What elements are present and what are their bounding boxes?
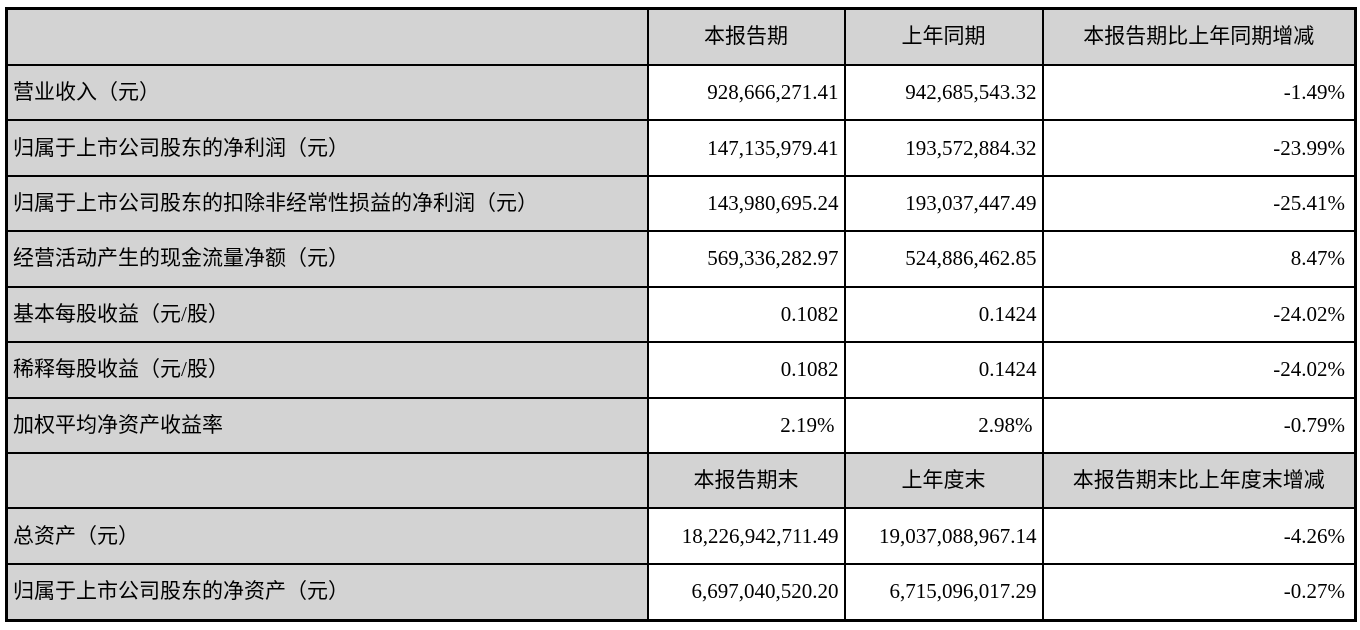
table-header-row-period-end: 本报告期末 上年度末 本报告期末比上年度末增减 xyxy=(5,452,1357,510)
cell-current-value: 143,980,695.24 xyxy=(646,174,846,233)
cell-change-percent: -1.49% xyxy=(1041,63,1357,122)
table-row-operating-cash-flow: 经营活动产生的现金流量净额（元） 569,336,282.97 524,886,… xyxy=(5,230,1357,288)
row-label: 总资产（元） xyxy=(5,507,649,565)
table-row-net-assets: 归属于上市公司股东的净资产（元） 6,697,040,520.20 6,715,… xyxy=(5,562,1357,622)
header-cell-current-period: 本报告期 xyxy=(646,7,846,66)
cell-current-value: 147,135,979.41 xyxy=(646,119,846,177)
cell-prior-value: 2.98% xyxy=(843,396,1044,455)
row-label: 加权平均净资产收益率 xyxy=(5,396,649,455)
row-label: 稀释每股收益（元/股） xyxy=(5,341,649,399)
cell-change-percent: -0.79% xyxy=(1041,396,1357,455)
header-cell-prior-year-end: 上年度末 xyxy=(843,452,1044,510)
cell-change-percent: -23.99% xyxy=(1041,119,1357,177)
cell-current-value: 928,666,271.41 xyxy=(646,63,846,122)
cell-current-value: 569,336,282.97 xyxy=(646,230,846,288)
header-cell-period-end-change: 本报告期末比上年度末增减 xyxy=(1041,452,1357,510)
table-row-basic-eps: 基本每股收益（元/股） 0.1082 0.1424 -24.02% xyxy=(5,285,1357,344)
cell-prior-value: 524,886,462.85 xyxy=(843,230,1044,288)
row-label: 归属于上市公司股东的扣除非经常性损益的净利润（元） xyxy=(5,174,649,233)
cell-prior-value: 19,037,088,967.14 xyxy=(843,507,1044,565)
cell-change-percent: -0.27% xyxy=(1041,562,1357,622)
cell-current-value: 0.1082 xyxy=(646,341,846,399)
table-row-total-assets: 总资产（元） 18,226,942,711.49 19,037,088,967.… xyxy=(5,507,1357,565)
table-header-row-period: 本报告期 上年同期 本报告期比上年同期增减 xyxy=(5,7,1357,66)
row-label: 归属于上市公司股东的净资产（元） xyxy=(5,562,649,622)
table-row-net-profit-excl-nonrecurring: 归属于上市公司股东的扣除非经常性损益的净利润（元） 143,980,695.24… xyxy=(5,174,1357,233)
header-cell-prior-period: 上年同期 xyxy=(843,7,1044,66)
cell-change-percent: -4.26% xyxy=(1041,507,1357,565)
table-row-operating-revenue: 营业收入（元） 928,666,271.41 942,685,543.32 -1… xyxy=(5,63,1357,122)
cell-change-percent: 8.47% xyxy=(1041,230,1357,288)
cell-current-value: 2.19% xyxy=(646,396,846,455)
cell-prior-value: 193,037,447.49 xyxy=(843,174,1044,233)
cell-prior-value: 0.1424 xyxy=(843,341,1044,399)
header-cell-current-period-end: 本报告期末 xyxy=(646,452,846,510)
header-cell-blank xyxy=(5,7,649,66)
cell-change-percent: -24.02% xyxy=(1041,285,1357,344)
cell-current-value: 6,697,040,520.20 xyxy=(646,562,846,622)
row-label: 经营活动产生的现金流量净额（元） xyxy=(5,230,649,288)
cell-change-percent: -25.41% xyxy=(1041,174,1357,233)
cell-prior-value: 193,572,884.32 xyxy=(843,119,1044,177)
header-cell-period-change: 本报告期比上年同期增减 xyxy=(1041,7,1357,66)
table-row-diluted-eps: 稀释每股收益（元/股） 0.1082 0.1424 -24.02% xyxy=(5,341,1357,399)
cell-current-value: 0.1082 xyxy=(646,285,846,344)
cell-prior-value: 942,685,543.32 xyxy=(843,63,1044,122)
cell-current-value: 18,226,942,711.49 xyxy=(646,507,846,565)
row-label: 营业收入（元） xyxy=(5,63,649,122)
row-label: 基本每股收益（元/股） xyxy=(5,285,649,344)
table-row-weighted-avg-roe: 加权平均净资产收益率 2.19% 2.98% -0.79% xyxy=(5,396,1357,455)
cell-prior-value: 6,715,096,017.29 xyxy=(843,562,1044,622)
row-label: 归属于上市公司股东的净利润（元） xyxy=(5,119,649,177)
financial-summary-table: 本报告期 上年同期 本报告期比上年同期增减 营业收入（元） 928,666,27… xyxy=(5,7,1357,622)
cell-change-percent: -24.02% xyxy=(1041,341,1357,399)
header-cell-blank xyxy=(5,452,649,510)
table-row-net-profit: 归属于上市公司股东的净利润（元） 147,135,979.41 193,572,… xyxy=(5,119,1357,177)
cell-prior-value: 0.1424 xyxy=(843,285,1044,344)
